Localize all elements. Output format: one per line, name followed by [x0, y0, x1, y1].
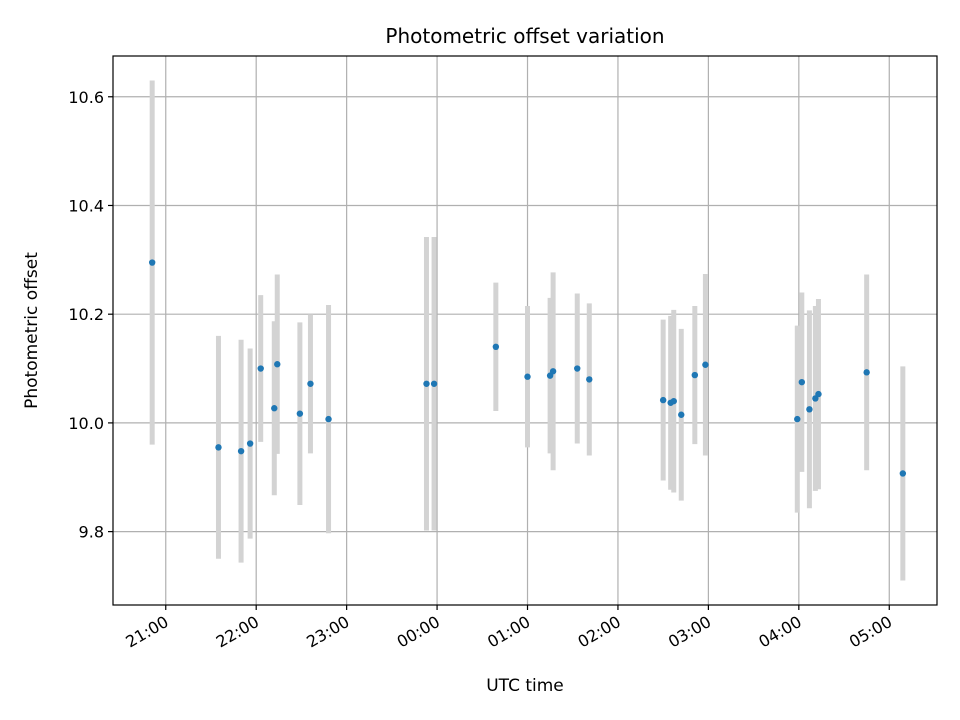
plot-frame [112, 55, 938, 606]
data-point [215, 444, 222, 451]
data-point [237, 447, 245, 455]
y-tick-label: 10.6 [68, 88, 104, 107]
data-point [257, 365, 264, 372]
data-point [325, 415, 332, 423]
data-point [702, 361, 709, 368]
data-point [574, 365, 581, 372]
x-axis-label: UTC time [486, 676, 564, 696]
data-point [659, 396, 667, 404]
data-point [148, 259, 156, 266]
y-axis-label: Photometric offset [22, 252, 42, 409]
data-point [423, 380, 430, 387]
data-point [691, 371, 699, 379]
data-point [549, 368, 557, 375]
data-point [798, 378, 806, 386]
data-point [863, 369, 870, 376]
data-point [815, 390, 822, 398]
data-points [148, 259, 907, 477]
data-point [307, 380, 314, 387]
data-point [670, 397, 677, 405]
data-point [806, 406, 813, 413]
data-point [492, 343, 500, 351]
data-point [271, 405, 278, 412]
y-tick-label: 10.2 [68, 305, 104, 324]
y-tick-label: 10.4 [68, 196, 104, 215]
chart-title: Photometric offset variation [385, 24, 664, 48]
data-point [246, 440, 254, 447]
data-point [524, 373, 531, 380]
data-point [586, 376, 593, 383]
data-point [794, 415, 801, 423]
data-point [678, 411, 685, 418]
y-tick-label: 9.8 [79, 523, 104, 542]
y-tick-label: 10.0 [68, 414, 104, 433]
data-point [296, 410, 304, 417]
data-point [430, 380, 438, 387]
data-point [899, 470, 907, 477]
data-point [274, 361, 281, 368]
